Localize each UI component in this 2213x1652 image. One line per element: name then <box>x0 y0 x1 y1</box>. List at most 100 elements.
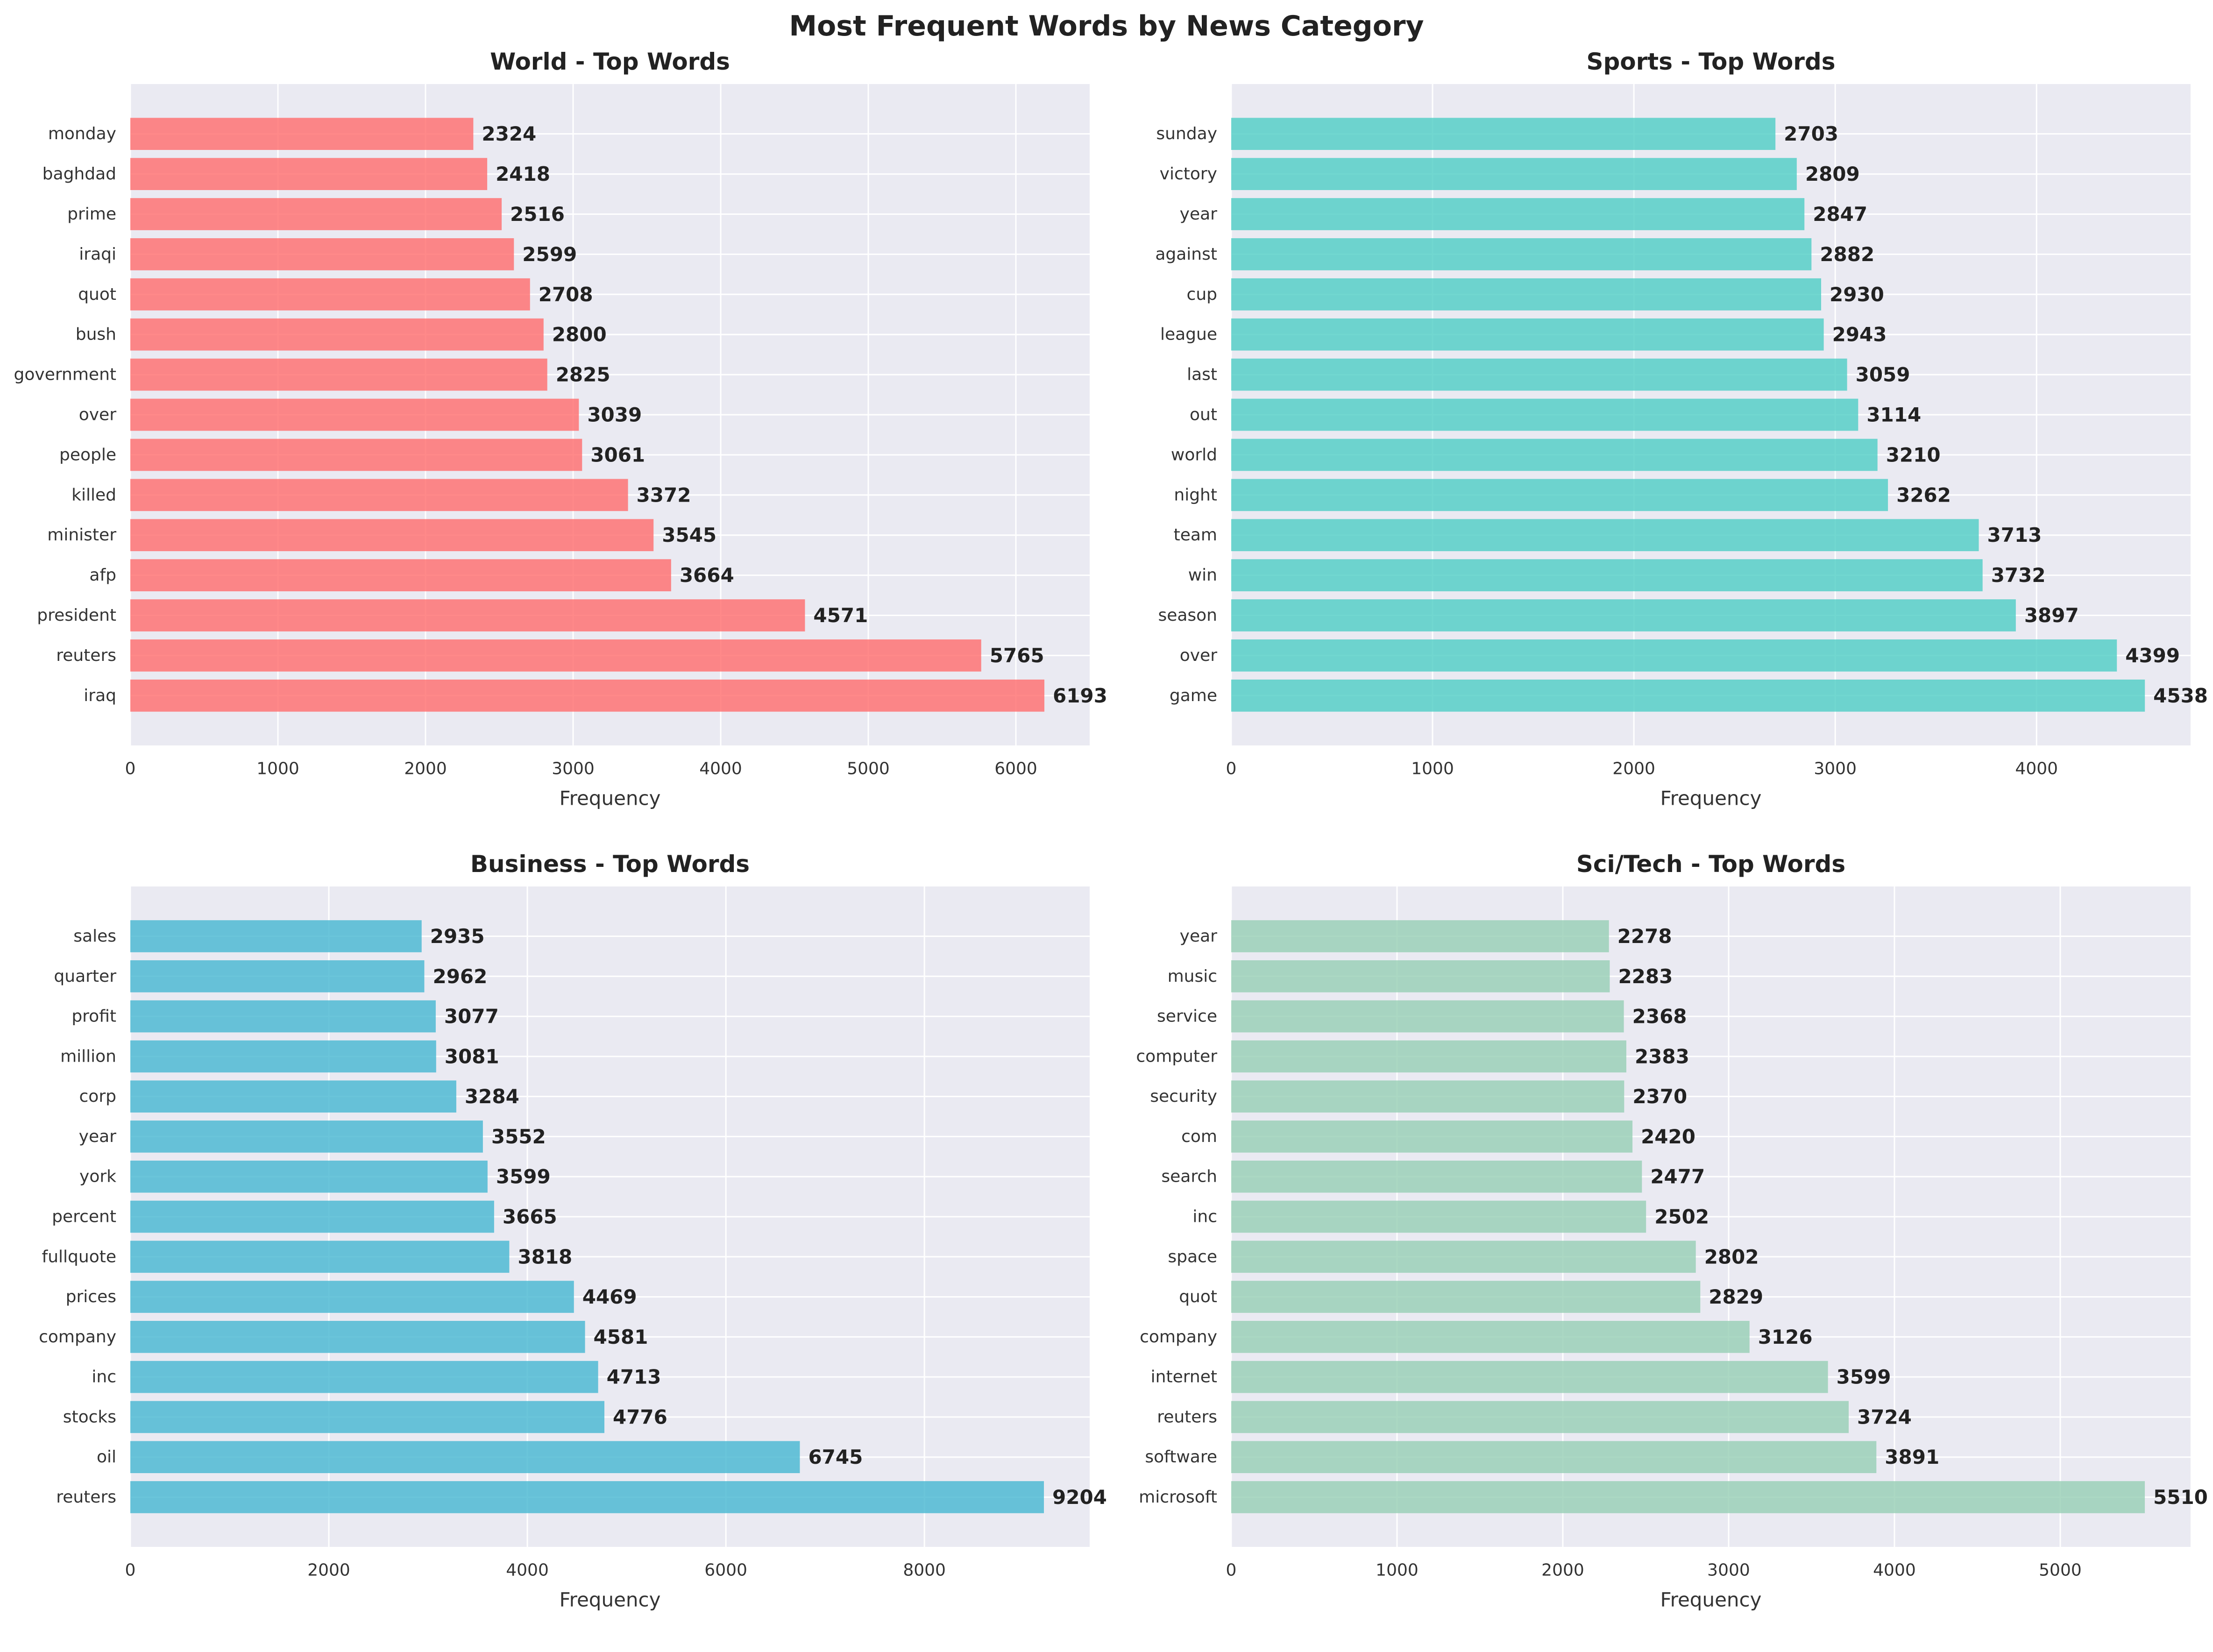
data-label: 3284 <box>465 1085 519 1108</box>
bar-reuters <box>130 639 981 672</box>
data-label: 2278 <box>1617 925 1672 948</box>
bar-prime <box>130 198 502 230</box>
data-label: 3818 <box>518 1245 572 1268</box>
bar-quot <box>1231 1281 1701 1313</box>
data-label: 3081 <box>445 1045 499 1068</box>
subplot-3: 9204 reuters 6745 oil 4776 stocks 4713 inc 4581 c… <box>39 851 1107 1611</box>
bar-against <box>1231 238 1812 270</box>
x-tick-label: 4000 <box>506 1561 549 1580</box>
y-tick-label: music <box>1168 967 1217 986</box>
bar-inc <box>1231 1200 1646 1233</box>
y-tick-label: minister <box>47 525 116 545</box>
data-label: 3891 <box>1885 1446 1939 1468</box>
x-tick-label: 5000 <box>2039 1561 2082 1580</box>
y-tick-label: prices <box>66 1287 116 1306</box>
data-label: 2802 <box>1704 1245 1759 1268</box>
y-tick-label: afp <box>89 566 116 585</box>
bar-last <box>1231 358 1847 391</box>
y-tick-label: reuters <box>1157 1407 1217 1426</box>
bar-york <box>130 1160 488 1193</box>
y-tick-label: people <box>59 445 116 464</box>
bar-security <box>1231 1080 1624 1113</box>
data-label: 4399 <box>2125 644 2180 667</box>
y-tick-label: baghdad <box>43 164 116 184</box>
x-tick-label: 4000 <box>699 759 742 779</box>
y-tick-label: victory <box>1160 164 1217 184</box>
y-tick-label: profit <box>71 1007 116 1026</box>
bar-corp <box>130 1080 456 1113</box>
y-tick-label: com <box>1181 1127 1217 1146</box>
y-tick-label: stocks <box>63 1407 116 1426</box>
data-label: 2935 <box>430 925 485 948</box>
y-tick-label: security <box>1150 1087 1217 1106</box>
bar-company <box>130 1321 585 1353</box>
bar-over <box>1231 639 2117 672</box>
x-tick-label: 6000 <box>704 1561 747 1580</box>
bar-oil <box>130 1441 800 1474</box>
y-tick-label: inc <box>92 1368 116 1387</box>
y-tick-label: sales <box>73 927 116 946</box>
subplot-4: 5510 microsoft 3891 software 3724 reuters 3599… <box>1136 851 2208 1611</box>
y-tick-label: software <box>1145 1447 1217 1467</box>
y-tick-label: monday <box>48 124 116 143</box>
x-tick-label: 0 <box>125 1561 136 1580</box>
bar-reuters <box>130 1481 1044 1513</box>
x-axis-label: Frequency <box>560 1588 661 1611</box>
data-label: 4713 <box>607 1366 661 1389</box>
data-label: 2370 <box>1632 1085 1687 1108</box>
data-label: 3724 <box>1857 1405 1912 1428</box>
y-tick-label: team <box>1174 525 1217 545</box>
data-label: 3210 <box>1886 443 1941 466</box>
data-label: 2324 <box>482 122 536 145</box>
bar-victory <box>1231 158 1797 190</box>
x-axis-label: Frequency <box>1660 787 1762 810</box>
y-tick-label: year <box>1180 205 1218 224</box>
bar-over <box>130 398 579 431</box>
data-label: 9204 <box>1052 1486 1107 1509</box>
y-tick-label: oil <box>97 1447 116 1467</box>
x-tick-label: 1000 <box>256 759 299 779</box>
data-label: 3713 <box>1987 524 2042 546</box>
bar-profit <box>130 1000 436 1033</box>
data-label: 2599 <box>522 243 577 266</box>
y-tick-label: million <box>60 1047 116 1066</box>
bar-com <box>1231 1120 1633 1153</box>
x-tick-label: 0 <box>1226 759 1237 779</box>
bar-iraqi <box>130 238 514 270</box>
data-label: 2825 <box>556 363 610 386</box>
y-tick-label: reuters <box>56 646 116 665</box>
bar-cup <box>1231 278 1822 311</box>
bar-service <box>1231 1000 1624 1033</box>
y-tick-label: game <box>1170 686 1217 705</box>
y-tick-label: bush <box>76 325 116 344</box>
bar-season <box>1231 599 2016 631</box>
y-tick-label: iraqi <box>79 245 116 264</box>
y-tick-label: service <box>1157 1007 1217 1026</box>
bar-night <box>1231 479 1888 511</box>
data-label: 2502 <box>1654 1205 1709 1228</box>
data-label: 3039 <box>587 404 642 426</box>
y-tick-label: government <box>14 365 116 384</box>
data-label: 2943 <box>1832 323 1887 346</box>
x-tick-label: 4000 <box>2015 759 2058 779</box>
data-label: 5510 <box>2153 1486 2208 1509</box>
y-tick-label: fullquote <box>42 1247 116 1266</box>
x-tick-label: 3000 <box>1707 1561 1750 1580</box>
data-label: 2368 <box>1632 1005 1687 1028</box>
bar-quarter <box>130 960 425 993</box>
bar-world <box>1231 439 1878 471</box>
y-tick-label: sunday <box>1156 124 1217 143</box>
bar-out <box>1231 398 1858 431</box>
data-label: 3664 <box>680 564 734 587</box>
subplot-1: 6193 iraq 5765 reuters 4571 president 3664 afp 3… <box>14 48 1107 810</box>
data-label: 4776 <box>613 1405 667 1428</box>
x-tick-label: 3000 <box>552 759 595 779</box>
bar-league <box>1231 318 1824 351</box>
x-tick-label: 2000 <box>1541 1561 1584 1580</box>
y-tick-label: reuters <box>56 1488 116 1507</box>
y-tick-label: killed <box>71 485 116 504</box>
data-label: 4581 <box>594 1326 648 1348</box>
y-tick-label: search <box>1161 1167 1217 1186</box>
